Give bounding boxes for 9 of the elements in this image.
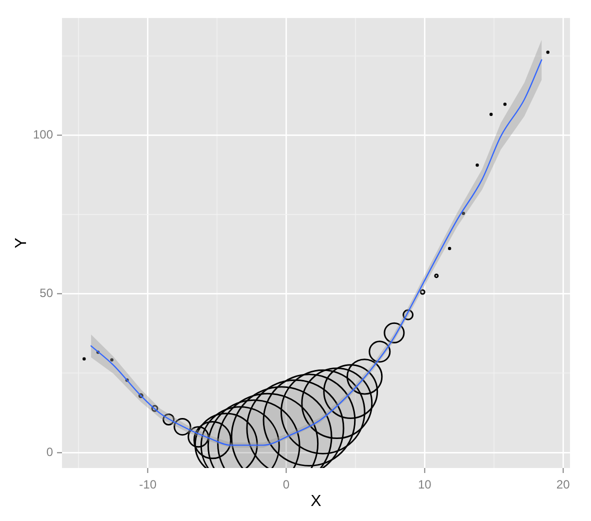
x-tick-label: 20 — [556, 478, 570, 492]
x-tick-label: 10 — [418, 478, 432, 492]
x-axis-title: X — [310, 492, 322, 510]
x-tick-label: -10 — [139, 478, 157, 492]
y-tick-label: 0 — [46, 444, 54, 459]
y-tick-label: 100 — [32, 128, 54, 142]
x-tick-label: 0 — [282, 478, 290, 492]
y-axis-title: Y — [13, 237, 30, 248]
y-tick-label: 50 — [40, 286, 54, 300]
